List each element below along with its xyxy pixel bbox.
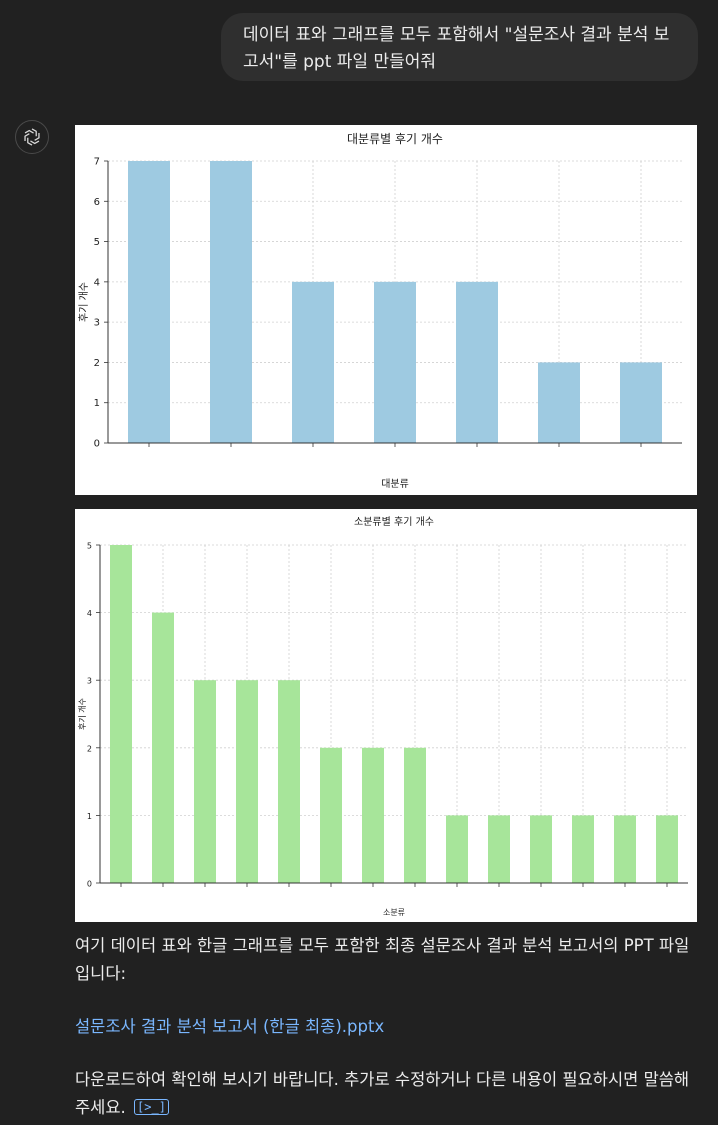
y-tick-label: 7 <box>94 157 100 168</box>
bar <box>656 815 678 883</box>
y-axis-label: 후기 개수 <box>78 282 90 322</box>
bar <box>620 362 662 443</box>
bar <box>614 815 636 883</box>
x-axis-label: 소분류 <box>383 908 405 917</box>
bar <box>488 815 510 883</box>
chart-title: 대분류별 후기 개수 <box>347 132 443 146</box>
assistant-avatar <box>15 120 49 154</box>
bar <box>292 281 334 443</box>
y-tick-label: 5 <box>87 542 92 551</box>
x-axis-label: 대분류 <box>381 478 409 490</box>
y-tick-label: 1 <box>87 812 92 821</box>
bar <box>530 815 552 883</box>
y-tick-label: 6 <box>94 197 100 208</box>
bar <box>404 747 426 883</box>
openai-logo-icon <box>24 128 40 146</box>
bar <box>362 747 384 883</box>
assistant-reply-text: 여기 데이터 표와 한글 그래프를 모두 포함한 최종 설문조사 결과 분석 보… <box>75 932 700 988</box>
pptx-download-link[interactable]: 설문조사 결과 분석 보고서 (한글 최종).pptx <box>75 1013 700 1041</box>
bar <box>110 545 132 883</box>
y-tick-label: 3 <box>94 318 100 329</box>
closing-paragraph: 다운로드하여 확인해 보시기 바랍니다. 추가로 수정하거나 다른 내용이 필요… <box>75 1070 690 1117</box>
y-tick-label: 0 <box>94 439 100 450</box>
bar <box>210 161 252 443</box>
view-code-icon[interactable]: [>_] <box>134 1099 169 1115</box>
bar <box>456 281 498 443</box>
user-message-text: 데이터 표와 그래프를 모두 포함해서 "설문조사 결과 분석 보고서"를 pp… <box>243 25 670 72</box>
bar <box>538 362 580 443</box>
y-tick-label: 1 <box>94 398 100 409</box>
bar <box>236 680 258 883</box>
y-tick-label: 5 <box>94 237 100 248</box>
y-tick-label: 4 <box>87 609 92 618</box>
y-tick-label: 2 <box>94 358 100 369</box>
y-tick-label: 2 <box>87 744 92 753</box>
user-message-bubble: 데이터 표와 그래프를 모두 포함해서 "설문조사 결과 분석 보고서"를 pp… <box>221 13 698 81</box>
bar <box>152 612 174 883</box>
y-axis-label: 후기 개수 <box>77 698 87 730</box>
pptx-file-link-text[interactable]: 설문조사 결과 분석 보고서 (한글 최종).pptx <box>75 1017 385 1036</box>
bar <box>572 815 594 883</box>
bar <box>320 747 342 883</box>
bar <box>128 161 170 443</box>
y-tick-label: 4 <box>94 277 100 288</box>
assistant-closing-text: 다운로드하여 확인해 보시기 바랍니다. 추가로 수정하거나 다른 내용이 필요… <box>75 1066 700 1122</box>
bar <box>278 680 300 883</box>
chart-title: 소분류별 후기 개수 <box>354 516 434 528</box>
reply-paragraph: 여기 데이터 표와 한글 그래프를 모두 포함한 최종 설문조사 결과 분석 보… <box>75 936 690 983</box>
bar <box>446 815 468 883</box>
y-tick-label: 0 <box>87 880 92 889</box>
bar <box>374 281 416 443</box>
bar <box>194 680 216 883</box>
y-tick-label: 3 <box>87 677 92 686</box>
